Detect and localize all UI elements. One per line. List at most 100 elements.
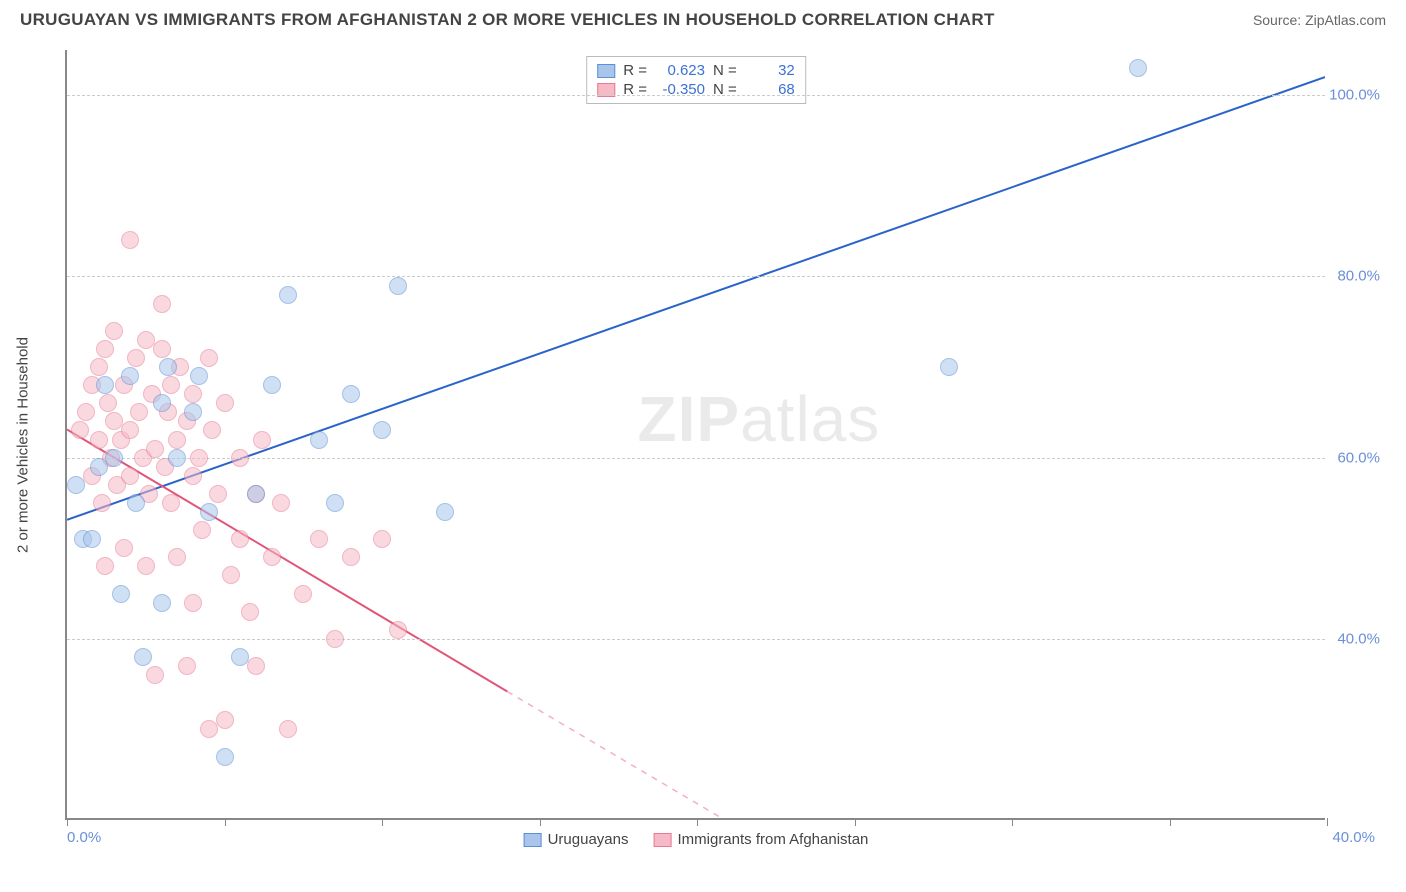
- scatter-point: [137, 557, 155, 575]
- scatter-point: [96, 340, 114, 358]
- scatter-point: [146, 666, 164, 684]
- scatter-point: [389, 277, 407, 295]
- scatter-point: [121, 467, 139, 485]
- scatter-point: [373, 421, 391, 439]
- scatter-point: [77, 403, 95, 421]
- scatter-point: [96, 376, 114, 394]
- scatter-point: [193, 521, 211, 539]
- y-tick-label: 100.0%: [1329, 87, 1380, 104]
- scatter-point: [121, 421, 139, 439]
- n-value-1: 32: [745, 62, 795, 79]
- scatter-point: [184, 403, 202, 421]
- scatter-point: [93, 494, 111, 512]
- scatter-point: [67, 476, 85, 494]
- scatter-point: [159, 358, 177, 376]
- scatter-point: [134, 648, 152, 666]
- x-tick: [697, 818, 698, 826]
- scatter-point: [153, 594, 171, 612]
- scatter-point: [272, 494, 290, 512]
- scatter-point: [436, 503, 454, 521]
- scatter-point: [940, 358, 958, 376]
- chart-title: URUGUAYAN VS IMMIGRANTS FROM AFGHANISTAN…: [20, 10, 995, 30]
- scatter-point: [241, 603, 259, 621]
- x-tick: [382, 818, 383, 826]
- scatter-point: [168, 449, 186, 467]
- scatter-point: [121, 367, 139, 385]
- scatter-point: [184, 467, 202, 485]
- scatter-point: [153, 394, 171, 412]
- scatter-point: [127, 349, 145, 367]
- x-tick: [67, 818, 68, 826]
- legend-item-2: Immigrants from Afghanistan: [653, 831, 868, 848]
- scatter-point: [209, 485, 227, 503]
- scatter-point: [105, 449, 123, 467]
- scatter-point: [190, 367, 208, 385]
- x-tick: [1170, 818, 1171, 826]
- scatter-point: [190, 449, 208, 467]
- scatter-point: [200, 349, 218, 367]
- scatter-point: [90, 358, 108, 376]
- scatter-point: [121, 231, 139, 249]
- scatter-point: [105, 322, 123, 340]
- scatter-point: [90, 431, 108, 449]
- scatter-point: [279, 286, 297, 304]
- scatter-point: [216, 711, 234, 729]
- x-tick-label-min: 0.0%: [67, 829, 101, 846]
- scatter-point: [216, 394, 234, 412]
- scatter-point: [326, 630, 344, 648]
- scatter-point: [263, 548, 281, 566]
- scatter-point: [96, 557, 114, 575]
- plot-area: ZIPatlas R = 0.623 N = 32 R = -0.350 N =…: [65, 50, 1325, 820]
- x-tick: [1327, 818, 1328, 826]
- scatter-point: [231, 449, 249, 467]
- swatch-series-1: [597, 64, 615, 78]
- x-tick: [1012, 818, 1013, 826]
- scatter-point: [342, 385, 360, 403]
- legend-swatch-1: [524, 833, 542, 847]
- scatter-point: [200, 503, 218, 521]
- stats-row-1: R = 0.623 N = 32: [597, 61, 795, 80]
- n-label-1: N =: [713, 62, 737, 79]
- scatter-point: [247, 485, 265, 503]
- stats-box: R = 0.623 N = 32 R = -0.350 N = 68: [586, 56, 806, 104]
- scatter-point: [153, 295, 171, 313]
- x-tick: [225, 818, 226, 826]
- source-label: Source: ZipAtlas.com: [1253, 12, 1386, 28]
- scatter-point: [203, 421, 221, 439]
- scatter-point: [310, 431, 328, 449]
- scatter-point: [310, 530, 328, 548]
- scatter-point: [153, 340, 171, 358]
- watermark: ZIPatlas: [638, 382, 881, 456]
- x-tick: [540, 818, 541, 826]
- scatter-point: [168, 431, 186, 449]
- scatter-point: [342, 548, 360, 566]
- y-tick-label: 80.0%: [1337, 268, 1380, 285]
- scatter-point: [178, 657, 196, 675]
- scatter-point: [247, 657, 265, 675]
- scatter-point: [115, 539, 133, 557]
- scatter-point: [216, 748, 234, 766]
- scatter-point: [1129, 59, 1147, 77]
- legend-swatch-2: [653, 833, 671, 847]
- legend-label-2: Immigrants from Afghanistan: [677, 831, 868, 848]
- y-axis-label: 2 or more Vehicles in Household: [15, 337, 32, 553]
- r-value-1: 0.623: [655, 62, 705, 79]
- grid-line: [67, 639, 1325, 640]
- scatter-point: [253, 431, 271, 449]
- scatter-point: [168, 548, 186, 566]
- r-label-1: R =: [623, 62, 647, 79]
- scatter-point: [326, 494, 344, 512]
- scatter-point: [127, 494, 145, 512]
- grid-line: [67, 276, 1325, 277]
- scatter-point: [294, 585, 312, 603]
- scatter-point: [231, 530, 249, 548]
- scatter-point: [146, 440, 164, 458]
- bottom-legend: Uruguayans Immigrants from Afghanistan: [524, 831, 869, 848]
- scatter-point: [112, 585, 130, 603]
- scatter-point: [162, 376, 180, 394]
- scatter-point: [263, 376, 281, 394]
- legend-item-1: Uruguayans: [524, 831, 629, 848]
- scatter-point: [184, 594, 202, 612]
- scatter-point: [184, 385, 202, 403]
- y-tick-label: 40.0%: [1337, 630, 1380, 647]
